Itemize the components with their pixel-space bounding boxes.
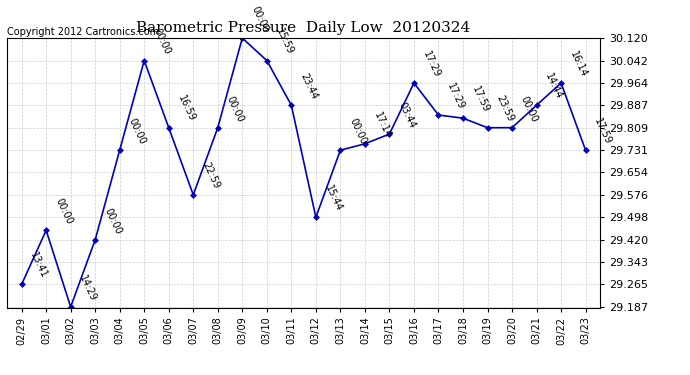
Text: 00:00: 00:00 [102, 206, 123, 236]
Text: 00:00: 00:00 [347, 117, 368, 146]
Text: 00:00: 00:00 [53, 197, 74, 226]
Text: 15:44: 15:44 [323, 184, 344, 213]
Text: 00:00: 00:00 [151, 27, 172, 56]
Text: 00:00: 00:00 [519, 94, 540, 123]
Text: 14:44: 14:44 [544, 72, 564, 101]
Text: 14:29: 14:29 [77, 273, 99, 303]
Text: 23:59: 23:59 [495, 94, 515, 123]
Text: 16:59: 16:59 [176, 94, 197, 123]
Text: Copyright 2012 Cartronics.com: Copyright 2012 Cartronics.com [7, 27, 159, 37]
Text: 17:59: 17:59 [593, 116, 613, 146]
Title: Barometric Pressure  Daily Low  20120324: Barometric Pressure Daily Low 20120324 [137, 21, 471, 35]
Text: 13:41: 13:41 [28, 251, 50, 280]
Text: 16:14: 16:14 [568, 50, 589, 79]
Text: 00:00: 00:00 [127, 117, 148, 146]
Text: 00:00: 00:00 [249, 4, 270, 34]
Text: 17:59: 17:59 [470, 84, 491, 114]
Text: 17:14: 17:14 [372, 110, 393, 140]
Text: 00:00: 00:00 [225, 94, 246, 123]
Text: 15:59: 15:59 [274, 27, 295, 56]
Text: 17:29: 17:29 [446, 81, 466, 111]
Text: 03:44: 03:44 [396, 100, 417, 130]
Text: 23:44: 23:44 [298, 72, 319, 101]
Text: 17:29: 17:29 [421, 49, 442, 79]
Text: 22:59: 22:59 [200, 161, 221, 190]
